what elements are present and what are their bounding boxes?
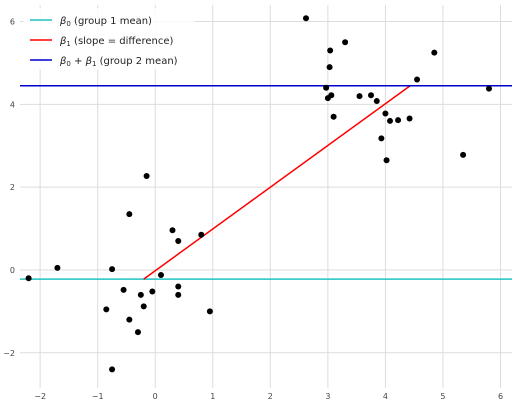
legend-text-part: (slope = difference) [71, 36, 174, 47]
data-point [414, 76, 421, 83]
data-point [328, 92, 335, 99]
data-point [126, 211, 133, 218]
data-point [120, 286, 127, 293]
data-point [109, 366, 116, 373]
data-point [103, 306, 110, 313]
legend-label-beta1: β1 (slope = difference) [59, 36, 173, 48]
y-tick-label: 2 [10, 183, 15, 192]
x-tick-label: −2 [34, 392, 46, 401]
data-point [383, 157, 390, 164]
tick-labels: −2 −1 0 1 2 3 4 5 6 −2 0 2 4 6 [3, 18, 503, 401]
data-point [175, 291, 182, 298]
legend-subscript: 0 [66, 60, 70, 68]
data-point [431, 49, 438, 56]
legend-beta-symbol: β [85, 56, 93, 67]
legend-beta-symbol: β [59, 56, 67, 67]
legend: β0 (group 1 mean) β1 (slope = difference… [23, 8, 195, 70]
data-point [406, 115, 413, 122]
data-point [126, 316, 133, 323]
y-tick-label: 0 [10, 266, 15, 275]
legend-box [23, 8, 195, 70]
data-point [206, 308, 213, 315]
legend-subscript: 1 [66, 40, 70, 48]
data-point [302, 15, 309, 22]
data-point [140, 303, 147, 310]
x-tick-label: 6 [498, 392, 503, 401]
data-point [198, 231, 205, 238]
data-point [169, 227, 176, 234]
x-tick-label: 4 [383, 392, 388, 401]
legend-text-part: (group 1 mean) [71, 16, 152, 27]
y-tick-label: −2 [3, 349, 15, 358]
scatter-points [25, 15, 492, 373]
legend-label-beta0-plus-beta1: β0 + β1 (group 2 mean) [59, 56, 178, 68]
data-point [326, 64, 333, 71]
data-point [327, 47, 334, 54]
y-tick-label: 4 [10, 100, 15, 109]
data-point [382, 110, 389, 117]
data-point [378, 135, 385, 142]
y-tick-label: 6 [10, 18, 15, 27]
data-point [342, 39, 349, 46]
data-point [395, 117, 402, 124]
data-point [356, 93, 363, 100]
legend-subscript: 0 [66, 20, 70, 28]
data-point [157, 271, 164, 278]
data-point [54, 264, 61, 271]
legend-label-beta0: β0 (group 1 mean) [59, 16, 152, 28]
data-point [368, 92, 375, 99]
data-point [175, 238, 182, 245]
legend-text-part: (group 2 mean) [96, 56, 177, 67]
legend-beta-symbol: β [59, 36, 67, 47]
x-tick-label: 5 [440, 392, 445, 401]
x-tick-label: 1 [210, 392, 215, 401]
data-point [137, 291, 144, 298]
legend-subscript: 1 [92, 60, 96, 68]
data-point [387, 117, 394, 124]
data-point [330, 113, 337, 120]
data-point [373, 98, 380, 105]
data-point [25, 275, 32, 282]
slope-line [143, 85, 411, 280]
legend-text-part: + [71, 56, 86, 67]
data-point [485, 85, 492, 92]
data-point [149, 288, 156, 295]
x-tick-label: 2 [268, 392, 273, 401]
x-tick-label: −1 [92, 392, 104, 401]
x-tick-label: 3 [325, 392, 330, 401]
data-point [323, 84, 330, 91]
legend-beta-symbol: β [59, 16, 67, 27]
data-point [134, 329, 141, 336]
data-point [109, 266, 116, 273]
data-point [460, 151, 467, 158]
series-lines [20, 84, 512, 280]
data-point [143, 173, 150, 180]
x-tick-label: 0 [153, 392, 158, 401]
data-point [175, 283, 182, 290]
